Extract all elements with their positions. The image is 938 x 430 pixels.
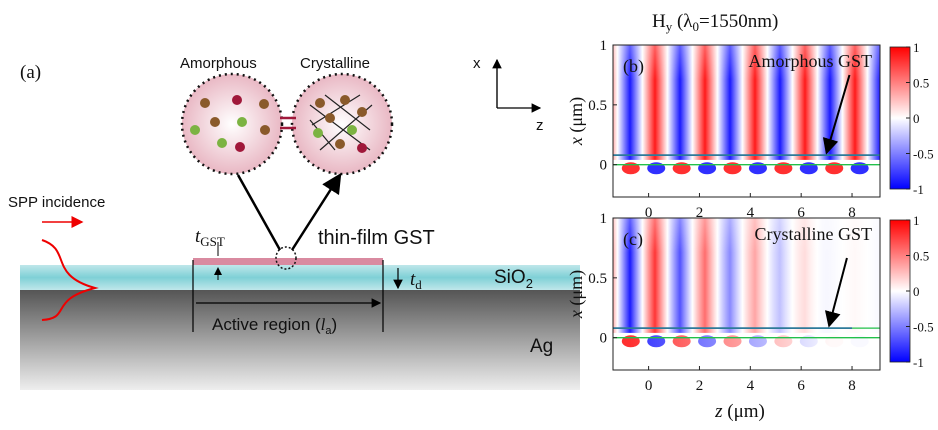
colorbar-tick-label: -0.5 — [913, 320, 934, 335]
crystalline-circle — [292, 74, 392, 174]
y-axis-unit: (μm) — [566, 97, 587, 137]
colorbar-tick-label: 0 — [913, 284, 920, 299]
panel-label: (a) — [20, 62, 41, 83]
y-axis-label: x (μm) — [566, 270, 587, 319]
y-axis-unit: (μm) — [566, 270, 587, 310]
figure: (a) Amorphous Crystalline x z SPP incide… — [0, 0, 938, 425]
x-tick-label: 6 — [797, 378, 805, 394]
colorbar-tick-label: 1 — [913, 213, 920, 228]
annotation: Crystalline GST — [755, 224, 873, 244]
colorbar-tick-label: 0 — [913, 111, 920, 126]
y-axis-var: x — [566, 137, 586, 146]
field-plot: (c) Crystalline GST 0 0.5 1 0 2 4 6 8 x (μm) 1 0.5 0 -… — [566, 211, 934, 394]
label: thin-film GST — [318, 227, 435, 249]
label: Ag — [530, 336, 553, 357]
field-plots: (b) Amorphous GST 0 0.5 1 0 2 4 6 8 x (μm) 1 0.5 0 -0.… — [566, 38, 934, 394]
ag-layer — [20, 290, 580, 390]
colorbar-tick-label: 0.5 — [913, 249, 929, 264]
x-tick-label: 4 — [747, 378, 755, 394]
colorbar-tick-label: -1 — [913, 355, 924, 370]
label: SPP incidence — [8, 194, 105, 211]
label: Active region (la) — [212, 315, 337, 337]
schematic: (a) Amorphous Crystalline x z SPP incide… — [8, 55, 580, 390]
label: tGST — [195, 226, 225, 249]
y-axis-var: x — [566, 310, 586, 319]
y-tick-label: 0.5 — [588, 98, 607, 114]
amorphous-circle — [182, 74, 282, 174]
gst-film — [193, 258, 383, 265]
y-tick-label: 0.5 — [588, 271, 607, 287]
axis-label: z — [536, 117, 544, 134]
label: Crystalline — [300, 55, 370, 72]
field-title: Hy (λ0=1550nm) — [652, 11, 778, 34]
colorbar-tick-label: 1 — [913, 40, 920, 55]
x-tick-label: 2 — [696, 378, 704, 394]
y-tick-label: 1 — [600, 211, 608, 227]
colorbar-tick-label: -0.5 — [913, 147, 934, 162]
label: Amorphous — [180, 55, 257, 72]
y-tick-label: 1 — [600, 38, 608, 54]
axes-arrows — [497, 60, 540, 108]
annotation: Amorphous GST — [748, 51, 872, 71]
x-tick-label: 0 — [645, 378, 653, 394]
panel-label: (b) — [623, 56, 644, 77]
y-tick-label: 0 — [600, 331, 608, 347]
axis-label: x — [473, 55, 481, 72]
colorbar-tick-label: 0.5 — [913, 76, 929, 91]
y-axis-label: x (μm) — [566, 97, 587, 146]
x-axis-label: z (μm) — [714, 401, 765, 422]
y-tick-label: 0 — [600, 158, 608, 174]
x-tick-label: 8 — [848, 378, 856, 394]
colorbar-tick-label: -1 — [913, 182, 924, 197]
panel-label: (c) — [623, 229, 643, 250]
